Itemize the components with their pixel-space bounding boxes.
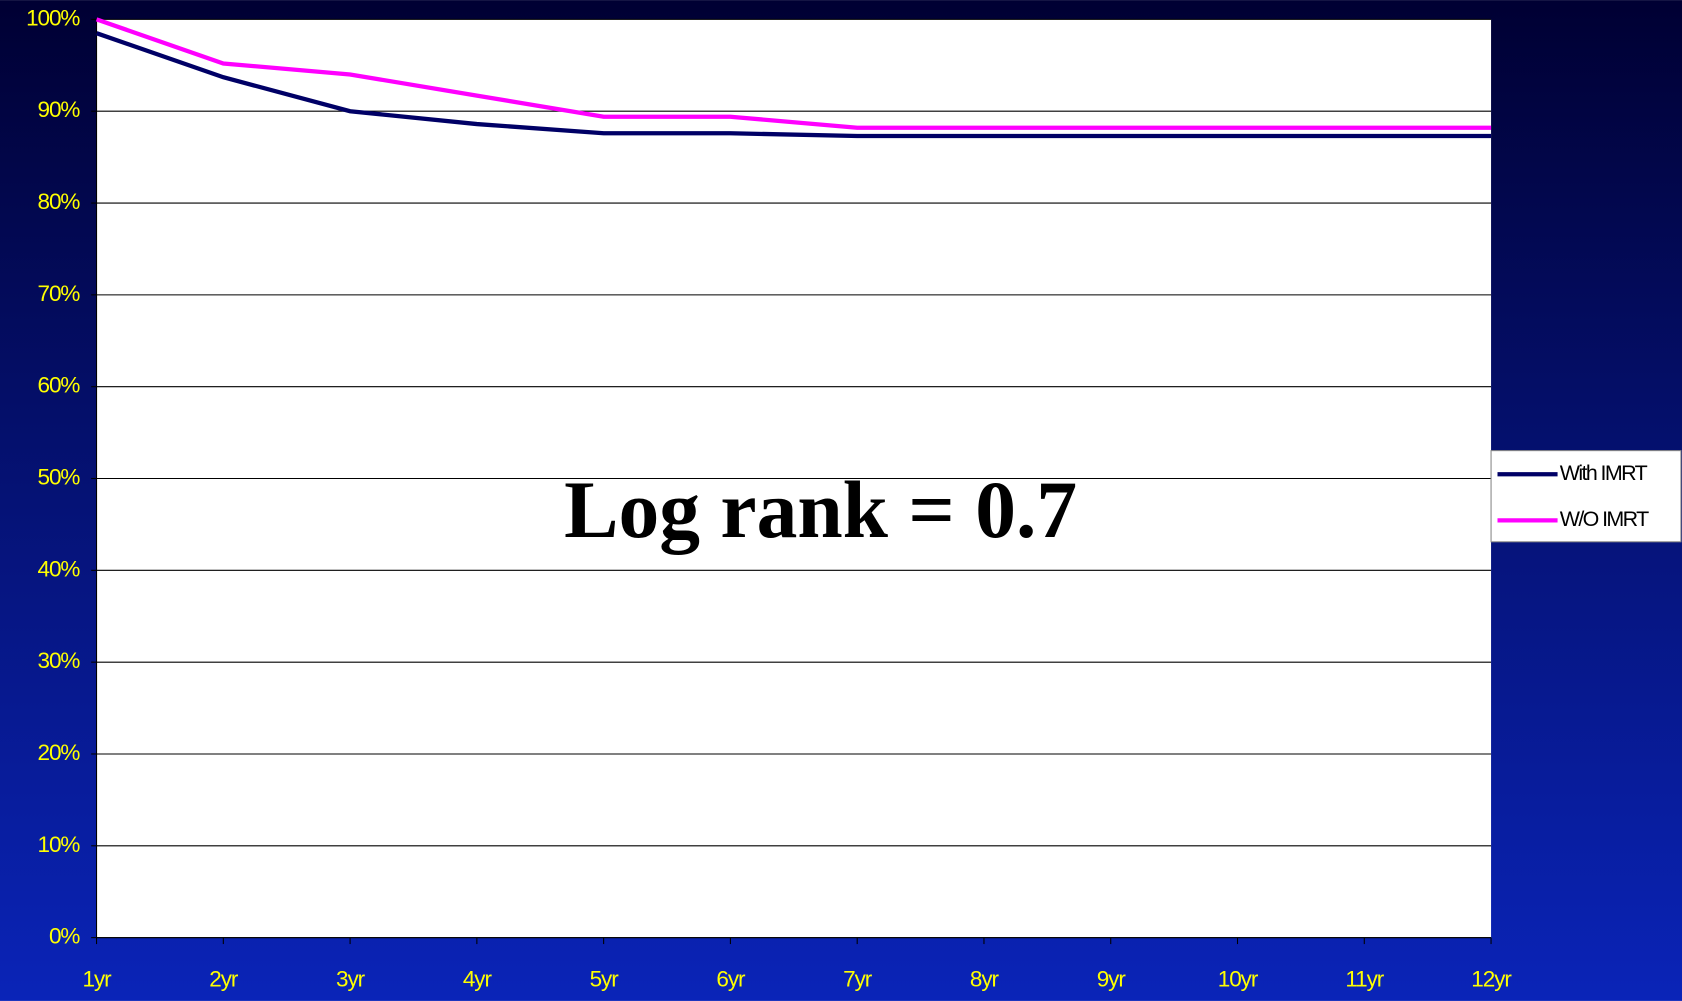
x-tick-label: 5yr <box>590 966 620 991</box>
series-line <box>95 31 1492 139</box>
legend-box <box>1490 450 1682 543</box>
x-tick-label: 4yr <box>463 966 493 991</box>
x-tick-label: 10yr <box>1218 966 1259 991</box>
x-tick-label: 2yr <box>209 966 239 991</box>
y-tick-label: 60% <box>38 373 81 398</box>
legend-label: W/O IMRT <box>1560 507 1649 531</box>
y-tick-label: 70% <box>38 281 81 306</box>
y-tick-label: 30% <box>38 648 81 673</box>
x-tick-label: 11yr <box>1345 966 1384 991</box>
annotation: Log rank = 0.7 <box>564 464 1077 555</box>
y-tick-label: 40% <box>38 556 81 581</box>
legend-label: With IMRT <box>1560 461 1648 485</box>
series-line <box>95 17 1492 130</box>
x-tick-label: 8yr <box>970 966 1000 991</box>
x-tick-label: 6yr <box>716 966 746 991</box>
x-tick-label: 1yr <box>83 966 113 991</box>
y-tick-label: 100% <box>26 5 80 30</box>
y-tick-label: 0% <box>49 924 80 949</box>
y-tick-label: 20% <box>38 740 81 765</box>
x-tick-label: 9yr <box>1097 966 1127 991</box>
x-tick-label: 7yr <box>843 966 873 991</box>
y-tick-label: 10% <box>38 832 81 857</box>
y-tick-label: 90% <box>38 97 81 122</box>
y-tick-label: 80% <box>38 189 81 214</box>
x-tick-label: 3yr <box>336 966 366 991</box>
y-tick-label: 50% <box>38 464 81 489</box>
x-tick-label: 12yr <box>1471 966 1512 991</box>
